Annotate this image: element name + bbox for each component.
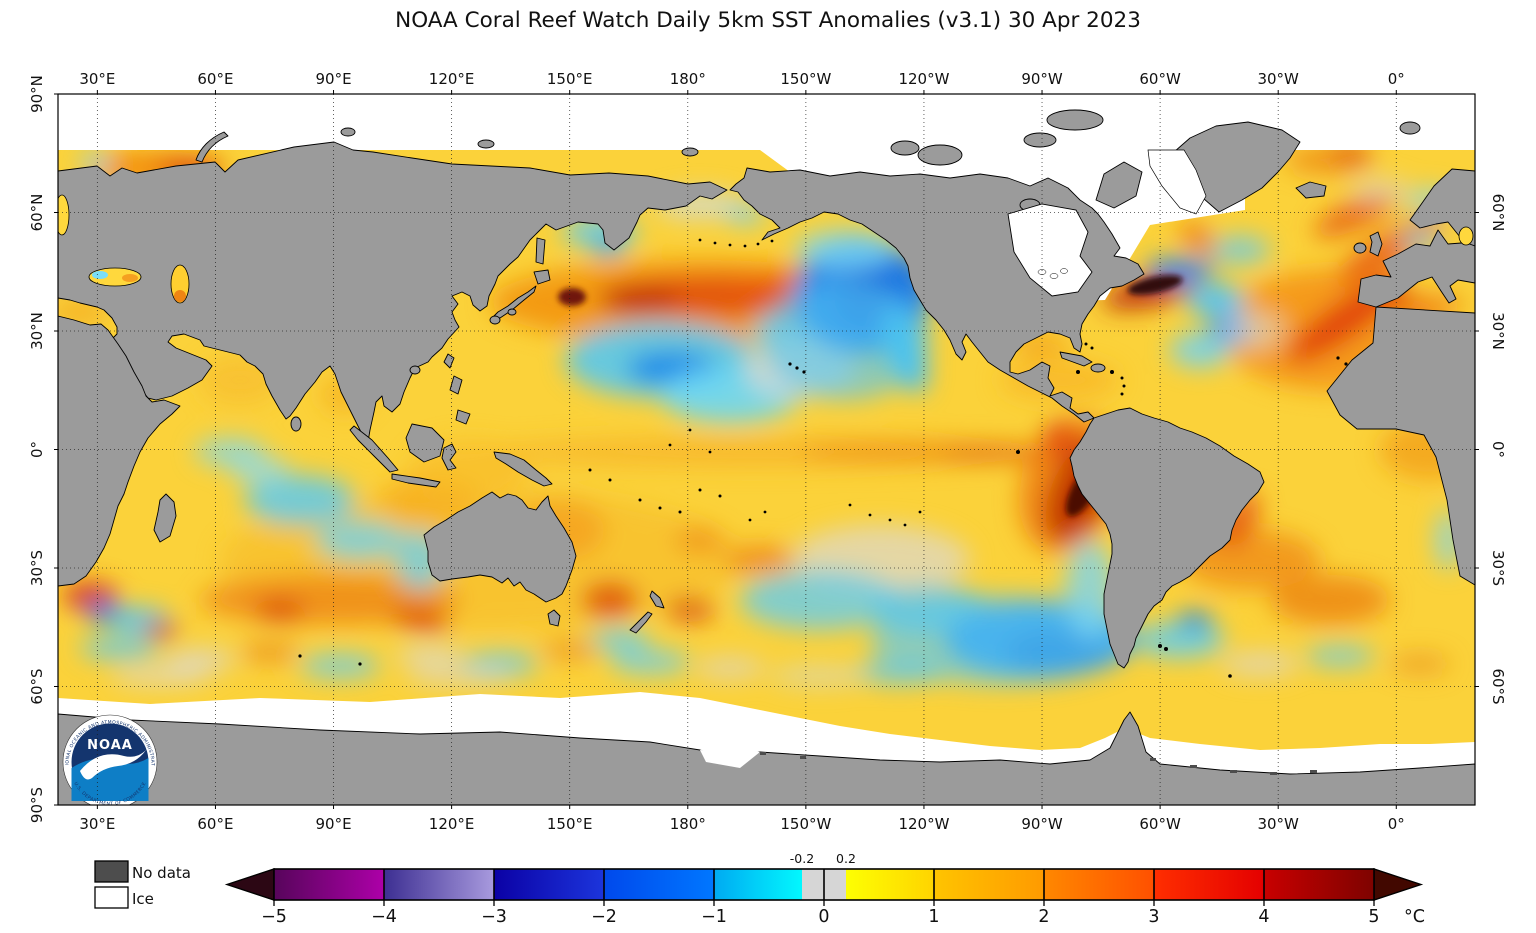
no-data-swatch [94,860,129,883]
landmass-new-guinea [493,451,553,487]
colorbar-tick-label: −5 [261,907,287,927]
noaa-bird-icon [80,750,146,780]
lon-tick-label-bottom: 120°W [898,815,949,833]
colorbar-segment [274,869,384,900]
lon-tick-label-bottom: 150°W [780,815,831,833]
lon-tick-label-top: 90°W [1021,70,1063,88]
landmass-africa-west [1326,306,1475,586]
lon-tick-label-bottom: 150°E [547,815,593,833]
colorbar-left-arrow [224,868,275,901]
lon-tick-label-top: 60°W [1139,70,1181,88]
lon-tick-label-top: 90°E [315,70,351,88]
lon-tick-label-bottom: 180° [670,815,706,833]
lat-tick-label-left: 90°N [28,75,46,113]
colorbar-unit-label: °C [1404,907,1425,927]
landmass-baffin [1095,161,1143,209]
ice-swatch [94,886,129,909]
lon-tick-label-bottom: 60°W [1139,815,1181,833]
lat-tick-label-right: 30°N [1489,312,1507,350]
lon-tick-label-top: 120°W [898,70,949,88]
colorbar-segment [714,869,802,900]
map-axes: 30°E 30°E 60°E 60°E 90°E 90°E 120°E 120°E 150°E 1… [28,70,1507,833]
map-frame [57,93,1476,806]
landmass-uk [1369,231,1383,257]
colorbar-threshold-neg: -0.2 [790,851,814,866]
noaa-logo: NOAA NATIONAL OCEANIC AND ATMOSPHERIC AD… [62,714,158,805]
colorbar-tick-label: −1 [701,907,727,927]
landmass-tasmania [547,609,561,627]
colorbar-segment [1264,869,1374,900]
colorbar-tick-label: −3 [481,907,507,927]
lon-tick-label-bottom: 0° [1388,815,1405,833]
lat-tick-label-left: 60°S [28,668,46,704]
colorbar-segment [1044,869,1154,900]
lat-tick-label-right: 0° [1489,441,1507,458]
lon-tick-label-top: 30°W [1257,70,1299,88]
landmass-antarctica [58,711,1475,805]
colorbar-tick-label: 0 [818,907,829,927]
lon-tick-label-bottom: 30°E [79,815,115,833]
colorbar-segment [604,869,714,900]
colorbar-tick-label: 5 [1368,907,1379,927]
lat-tick-label-left: 90°S [28,787,46,823]
colorbar-tick-label: 2 [1038,907,1049,927]
landmasses [58,109,1475,805]
colorbar-segment [494,869,604,900]
colorbar-segment [934,869,1044,900]
lat-tick-label-left: 0° [28,441,46,458]
lon-tick-label-bottom: 30°W [1257,815,1299,833]
colorbar-segment [1154,869,1264,900]
colorbar-right-arrow [1373,868,1424,901]
colorbar-tick-label: 1 [928,907,939,927]
colorbar-tick-label: −4 [371,907,397,927]
landmass-europe [1357,229,1475,308]
no-data-label: No data [132,864,191,882]
lon-tick-label-top: 180° [670,70,706,88]
lat-tick-label-left: 30°S [28,550,46,586]
lon-tick-label-top: 150°E [547,70,593,88]
lat-tick-label-right: 60°S [1489,668,1507,704]
colorbar-tick-label: 4 [1258,907,1269,927]
colorbar-tick-label: 3 [1148,907,1159,927]
lon-tick-label-top: 120°E [429,70,475,88]
landmass-south-america [1069,407,1265,669]
lat-tick-label-left: 30°N [28,312,46,350]
page-title: NOAA Coral Reef Watch Daily 5km SST Anom… [395,8,1141,33]
lon-tick-label-bottom: 60°E [197,815,233,833]
colorbar-segment [384,869,494,900]
lon-tick-label-bottom: 120°E [429,815,475,833]
lon-tick-label-top: 30°E [79,70,115,88]
lat-tick-label-left: 60°N [28,194,46,232]
lon-tick-label-bottom: 90°W [1021,815,1063,833]
colorbar-segment [846,869,934,900]
ice-label: Ice [132,890,154,908]
landmass-new-zealand [629,590,665,634]
inland-seas [58,149,1474,768]
lon-tick-label-top: 60°E [197,70,233,88]
colorbar-threshold-pos: 0.2 [836,851,856,866]
lon-tick-label-top: 150°W [780,70,831,88]
lat-tick-label-right: 30°S [1489,550,1507,586]
lon-tick-label-bottom: 90°E [315,815,351,833]
landmass-africa-east [58,315,181,587]
lon-tick-label-top: 0° [1388,70,1405,88]
colorbar-outline [273,868,1375,901]
lat-tick-label-right: 60°N [1489,194,1507,232]
landmass-australia [423,491,577,603]
graticule-gridlines [58,94,1475,805]
legend: No data Ice [94,860,191,909]
no-data-speckles [760,752,1317,775]
landmass-madagascar [153,493,177,543]
map-area: NOAA NATIONAL OCEANIC AND ATMOSPHERIC AD… [58,94,1475,805]
landmass-iceland [1295,181,1327,199]
noaa-logo-text: NOAA [87,738,133,753]
colorbar-tick-label: −2 [591,907,617,927]
colorbar-segments: −5 −4 −3 −2 −1 0 1 2 3 4 5 [261,869,1380,927]
landmass-ireland [1353,242,1367,254]
colorbar: −5 −4 −3 −2 −1 0 1 2 3 4 5 -0.2 0.2 °C [224,851,1425,927]
